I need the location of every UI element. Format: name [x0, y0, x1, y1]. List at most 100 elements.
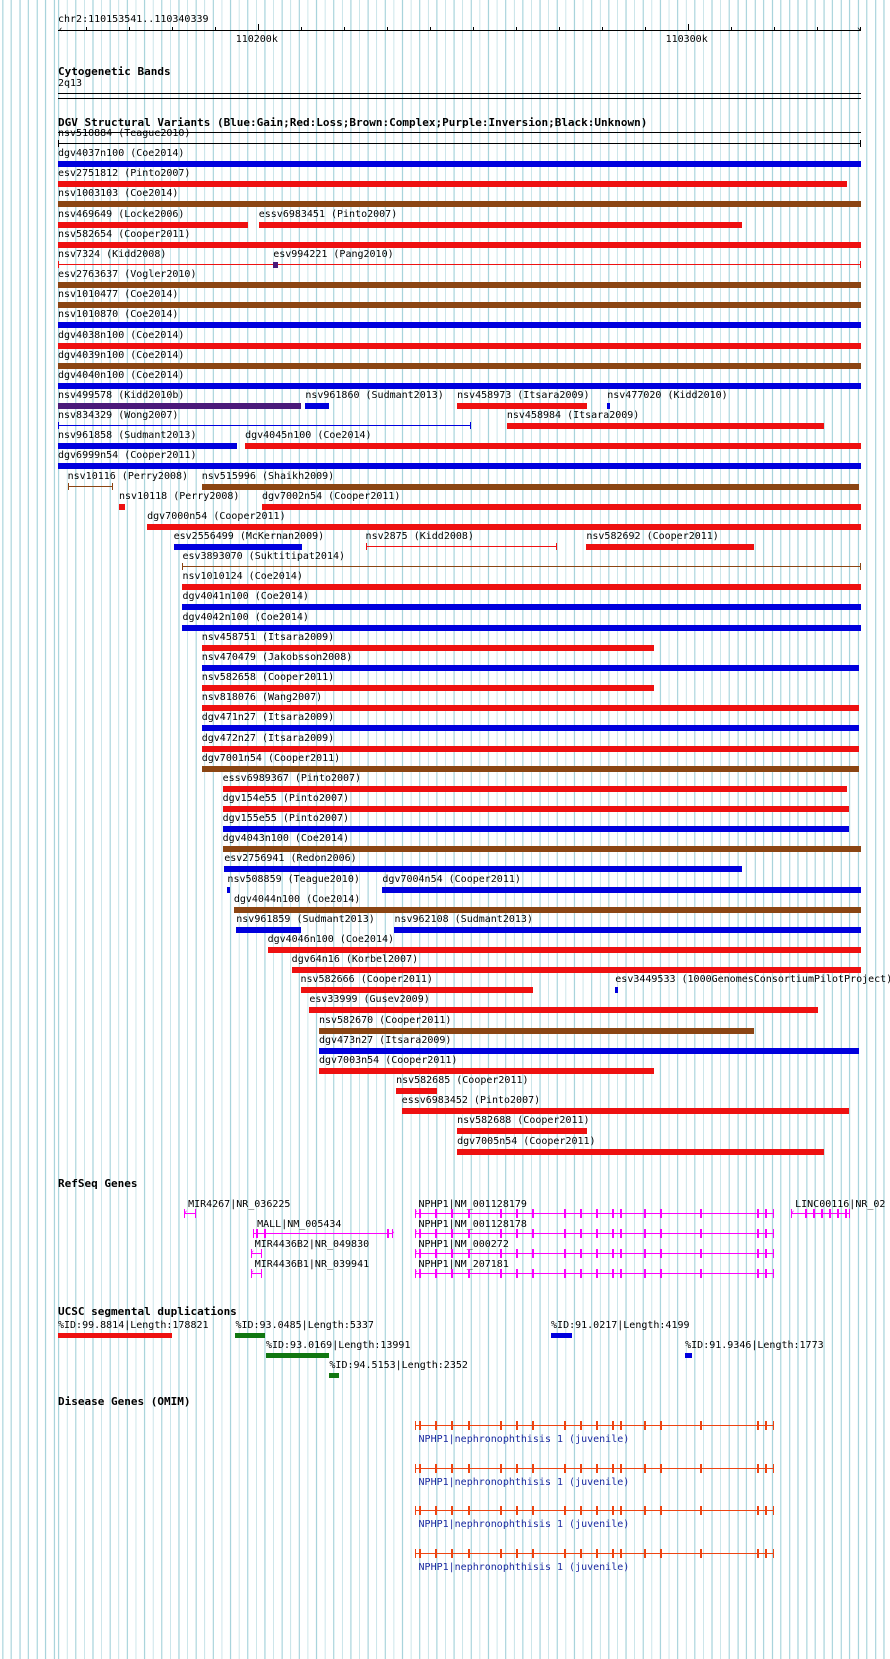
sv-label[interactable]: nsv2875 (Kidd2008)	[365, 531, 474, 542]
sv-label[interactable]: dgv4038n100 (Coe2014)	[58, 329, 185, 341]
segdup-bar[interactable]	[235, 1333, 266, 1338]
sv-label[interactable]: nsv1010870 (Coe2014)	[58, 309, 179, 321]
gene-intron-line[interactable]	[791, 1213, 849, 1214]
sv-label[interactable]: nsv7324 (Kidd2008)	[58, 248, 167, 260]
sv-bar[interactable]	[457, 402, 588, 409]
segdup-label[interactable]: %ID:94.5153|Length:2352	[329, 1360, 468, 1371]
sv-bar[interactable]	[394, 926, 861, 933]
sv-bar[interactable]	[586, 544, 755, 550]
gene-label[interactable]: MIR4436B2|NR_049830	[254, 1239, 370, 1250]
sv-bar[interactable]	[182, 584, 861, 591]
sv-line[interactable]	[58, 425, 471, 427]
sv-label[interactable]: nsv961858 (Sudmant2013)	[58, 430, 197, 442]
sv-label[interactable]: nsv458984 (Itsara2009)	[506, 410, 640, 422]
sv-label[interactable]: dgv4043n100 (Coe2014)	[222, 833, 350, 845]
sv-label[interactable]: essv6983451 (Pinto2007)	[258, 208, 398, 220]
sv-bar[interactable]	[261, 503, 861, 510]
gene-intron-line[interactable]	[414, 1552, 773, 1554]
sv-label[interactable]: nsv10116 (Perry2008)	[67, 470, 189, 482]
sv-label[interactable]: dgv64n16 (Korbel2007)	[291, 954, 419, 966]
gene-label[interactable]: NPHP1|NM_001128178	[418, 1219, 527, 1230]
sv-bar[interactable]	[396, 1088, 437, 1095]
sv-bar[interactable]	[615, 987, 618, 994]
sv-label[interactable]: esv2751812 (Pinto2007)	[58, 168, 191, 180]
sv-label[interactable]: dgv471n27 (Itsara2009)	[201, 712, 335, 724]
sv-label[interactable]: nsv508859 (Teague2010)	[227, 873, 360, 885]
sv-line[interactable]	[58, 143, 861, 144]
sv-bar[interactable]	[506, 423, 825, 430]
sv-bar[interactable]	[305, 402, 329, 409]
sv-bar[interactable]	[201, 644, 654, 651]
sv-label[interactable]: nsv961859 (Sudmant2013)	[236, 913, 375, 925]
segdup-label[interactable]: %ID:99.8814|Length:178821	[58, 1320, 209, 1331]
sv-bar[interactable]	[182, 624, 861, 631]
sv-label[interactable]: nsv818076 (Wang2007)	[201, 692, 323, 704]
sv-bar[interactable]	[58, 443, 238, 450]
sv-label[interactable]: esv33999 (Gusev2009)	[309, 994, 430, 1006]
gene-label[interactable]: LINC00116|NR_02	[795, 1199, 886, 1210]
sv-label[interactable]: esv3893070 (Suktitipat2014)	[182, 551, 346, 563]
sv-bar[interactable]	[201, 725, 859, 732]
gene-intron-line[interactable]	[250, 1253, 262, 1254]
sv-label[interactable]: dgv4039n100 (Coe2014)	[58, 349, 185, 361]
sv-label[interactable]: esv2756941 (Redon2006)	[224, 853, 357, 865]
sv-bar[interactable]	[201, 483, 859, 490]
sv-bar[interactable]	[222, 846, 861, 853]
sv-bar[interactable]	[58, 161, 861, 168]
gene-intron-line[interactable]	[414, 1510, 773, 1511]
gene-label[interactable]: MALL|NM_005434	[257, 1219, 342, 1230]
sv-bar[interactable]	[58, 342, 861, 349]
sv-label[interactable]: nsv582685 (Cooper2011)	[396, 1075, 529, 1087]
sv-label[interactable]: nsv582692 (Cooper2011)	[586, 531, 719, 542]
sv-label[interactable]: nsv477020 (Kidd2010)	[607, 389, 728, 401]
sv-label[interactable]: nsv469649 (Locke2006)	[58, 208, 185, 220]
gene-label[interactable]: MIR4267|NR_036225	[188, 1199, 291, 1210]
sv-label[interactable]: nsv10118 (Perry2008)	[119, 490, 240, 502]
segdup-bar[interactable]	[551, 1333, 572, 1338]
sv-bar[interactable]	[273, 261, 279, 268]
sv-line[interactable]	[365, 546, 557, 547]
sv-label[interactable]: dgv473n27 (Itsara2009)	[318, 1034, 452, 1046]
gene-intron-line[interactable]	[414, 1253, 773, 1254]
sv-label[interactable]: nsv510884 (Teague2010)	[58, 128, 191, 139]
sv-label[interactable]: dgv4045n100 (Coe2014)	[245, 430, 372, 442]
gene-intron-line[interactable]	[250, 1273, 262, 1274]
sv-label[interactable]: nsv582658 (Cooper2011)	[201, 672, 335, 684]
sv-bar[interactable]	[233, 906, 861, 913]
gene-intron-line[interactable]	[414, 1213, 773, 1214]
sv-label[interactable]: nsv458973 (Itsara2009)	[457, 389, 590, 401]
sv-bar[interactable]	[173, 544, 303, 550]
sv-label[interactable]: nsv582670 (Cooper2011)	[318, 1014, 452, 1026]
gene-label[interactable]: NPHP1|nephronophthisis 1 (juvenile)	[418, 1476, 630, 1488]
sv-label[interactable]: nsv962108 (Sudmant2013)	[394, 913, 533, 925]
gene-intron-line[interactable]	[253, 1233, 393, 1234]
sv-bar[interactable]	[318, 1047, 859, 1054]
gene-label[interactable]: NPHP1|NM_001128179	[418, 1199, 527, 1210]
sv-label[interactable]: dgv4041n100 (Coe2014)	[182, 591, 309, 603]
sv-label[interactable]: dgv4037n100 (Coe2014)	[58, 148, 185, 160]
sv-label[interactable]: esv3449533 (1000GenomesConsortiumPilotPr…	[615, 974, 890, 986]
sv-bar[interactable]	[267, 947, 861, 953]
sv-label[interactable]: essv6983452 (Pinto2007)	[401, 1095, 541, 1107]
sv-bar[interactable]	[58, 282, 861, 289]
sv-line[interactable]	[67, 485, 114, 487]
sv-label[interactable]: dgv155e55 (Pinto2007)	[222, 813, 350, 825]
sv-label[interactable]: nsv582654 (Cooper2011)	[58, 228, 191, 240]
sv-bar[interactable]	[58, 382, 861, 389]
sv-bar[interactable]	[182, 604, 861, 611]
sv-bar[interactable]	[222, 826, 849, 833]
sv-bar[interactable]	[457, 1148, 825, 1155]
gene-intron-line[interactable]	[414, 1467, 773, 1469]
sv-label[interactable]: nsv1010124 (Coe2014)	[182, 571, 303, 583]
gene-label[interactable]: NPHP1|nephronophthisis 1 (juvenile)	[418, 1519, 630, 1530]
sv-bar[interactable]	[401, 1108, 849, 1115]
sv-bar[interactable]	[318, 1067, 654, 1074]
sv-label[interactable]: nsv582688 (Cooper2011)	[457, 1115, 590, 1127]
sv-line[interactable]	[58, 263, 861, 265]
sv-label[interactable]: nsv499578 (Kidd2010b)	[58, 389, 185, 401]
sv-bar[interactable]	[318, 1027, 755, 1034]
segdup-bar[interactable]	[58, 1333, 173, 1338]
segdup-bar[interactable]	[685, 1353, 693, 1358]
gene-intron-line[interactable]	[414, 1273, 773, 1274]
sv-bar[interactable]	[58, 181, 848, 188]
